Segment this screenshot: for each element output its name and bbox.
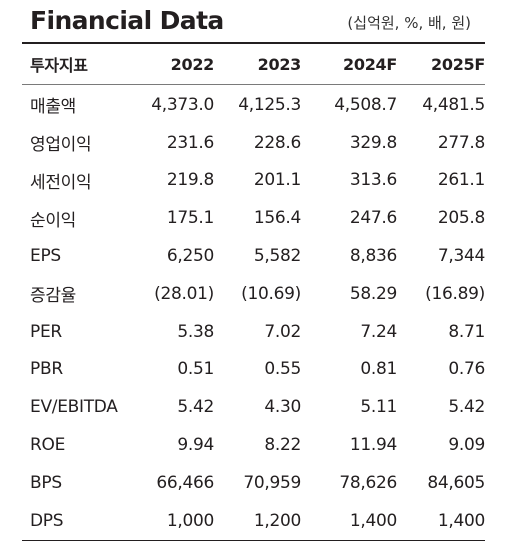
table-cell: 8.71 (448, 321, 485, 342)
table-cell: 66,466 (156, 472, 214, 493)
table-cell: 1,200 (253, 510, 301, 531)
table-row: BPS 66,466 70,959 78,626 84,605 (22, 464, 485, 502)
table-cell: 9.94 (177, 435, 214, 456)
top-rule (22, 42, 485, 44)
table-cell: 261.1 (437, 170, 485, 191)
table-cell: 5.38 (177, 321, 214, 342)
table-cell: 5,582 (253, 246, 301, 267)
table-cell: 4,125.3 (238, 94, 301, 115)
table-cell: 228.6 (253, 132, 301, 153)
table-cell: 201.1 (253, 170, 301, 191)
table-cell: 329.8 (349, 132, 397, 153)
table-cell: 0.55 (264, 359, 301, 380)
header-rule (22, 84, 485, 85)
table-cell: (16.89) (425, 283, 485, 304)
table-cell: 7.02 (264, 321, 301, 342)
table-cell: 0.51 (177, 359, 214, 380)
financial-table: 투자지표 2022 2023 2024F 2025F 매출액 4,373.0 4… (22, 44, 485, 540)
table-cell: (28.01) (154, 283, 214, 304)
table-row: DPS 1,000 1,200 1,400 1,400 (22, 502, 485, 540)
table-header-row: 투자지표 2022 2023 2024F 2025F (22, 44, 485, 84)
column-header-2022: 2022 (170, 54, 215, 74)
table-row: PBR 0.51 0.55 0.81 0.76 (22, 351, 485, 389)
table-row: EV/EBITDA 5.42 4.30 5.11 5.42 (22, 388, 485, 426)
table-cell: 1,400 (349, 510, 397, 531)
table-row: EPS 6,250 5,582 8,836 7,344 (22, 237, 485, 275)
row-label: 영업이익 (30, 135, 92, 156)
table-cell: 7,344 (437, 246, 485, 267)
row-label: 증감율 (30, 286, 77, 307)
row-label: EV/EBITDA (30, 397, 118, 418)
column-header-2024f: 2024F (343, 54, 397, 74)
table-cell: 4.30 (264, 397, 301, 418)
table-cell: 5.42 (448, 397, 485, 418)
row-label: EPS (30, 246, 61, 267)
table-cell: 205.8 (437, 208, 485, 229)
table-cell: 0.76 (448, 359, 485, 380)
table-cell: 4,508.7 (334, 94, 397, 115)
header: Financial Data (십억원, %, 배, 원) (0, 0, 505, 40)
table-cell: 247.6 (349, 208, 397, 229)
table-cell: 6,250 (166, 246, 214, 267)
table-cell: 4,373.0 (151, 94, 214, 115)
table-cell: 8.22 (264, 435, 301, 456)
table-cell: 5.11 (360, 397, 397, 418)
row-label: 매출액 (30, 97, 77, 118)
table-cell: 58.29 (349, 283, 397, 304)
table-cell: 1,400 (437, 510, 485, 531)
table-row: 매출액 4,373.0 4,125.3 4,508.7 4,481.5 (22, 84, 485, 124)
page-title: Financial Data (30, 6, 224, 35)
unit-note: (십억원, %, 배, 원) (347, 14, 471, 32)
column-header-2025f: 2025F (431, 54, 485, 74)
column-header-indicator: 투자지표 (30, 56, 88, 75)
table-row: ROE 9.94 8.22 11.94 9.09 (22, 426, 485, 464)
column-header-2023: 2023 (257, 54, 302, 74)
table-cell: 231.6 (166, 132, 214, 153)
table-cell: (10.69) (241, 283, 301, 304)
table-cell: 8,836 (349, 246, 397, 267)
table-cell: 219.8 (166, 170, 214, 191)
table-cell: 156.4 (253, 208, 301, 229)
row-label: 순이익 (30, 210, 77, 231)
row-label: PER (30, 321, 62, 342)
table-row: 세전이익 219.8 201.1 313.6 261.1 (22, 162, 485, 200)
table-cell: 9.09 (448, 435, 485, 456)
table-cell: 7.24 (360, 321, 397, 342)
bottom-rule (22, 540, 485, 541)
table-cell: 175.1 (166, 208, 214, 229)
row-label: ROE (30, 435, 66, 456)
table-row: PER 5.38 7.02 7.24 8.71 (22, 313, 485, 351)
table-cell: 313.6 (349, 170, 397, 191)
row-label: PBR (30, 359, 63, 380)
table-cell: 277.8 (437, 132, 485, 153)
table-cell: 5.42 (177, 397, 214, 418)
table-row: 영업이익 231.6 228.6 329.8 277.8 (22, 124, 485, 162)
row-label: DPS (30, 510, 64, 531)
table-cell: 78,626 (339, 472, 397, 493)
table-cell: 1,000 (166, 510, 214, 531)
table-row: 순이익 175.1 156.4 247.6 205.8 (22, 199, 485, 237)
row-label: 세전이익 (30, 172, 92, 193)
table-cell: 11.94 (349, 435, 397, 456)
table-cell: 0.81 (360, 359, 397, 380)
table-cell: 84,605 (427, 472, 485, 493)
row-label: BPS (30, 472, 62, 493)
table-cell: 4,481.5 (422, 94, 485, 115)
table-row: 증감율 (28.01) (10.69) 58.29 (16.89) (22, 275, 485, 313)
table-cell: 70,959 (243, 472, 301, 493)
